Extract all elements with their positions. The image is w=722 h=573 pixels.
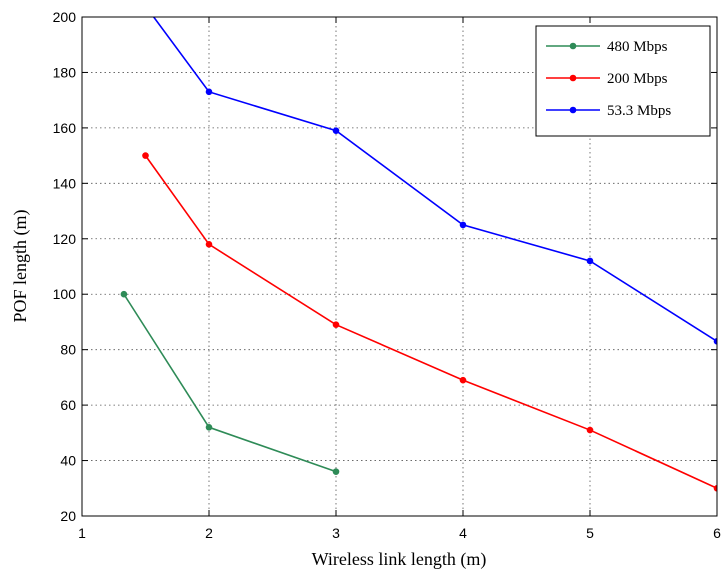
x-tick-label: 3 bbox=[332, 525, 340, 541]
data-point bbox=[205, 88, 213, 96]
data-point bbox=[332, 468, 340, 475]
legend-box bbox=[535, 25, 711, 137]
data-point bbox=[205, 423, 213, 431]
y-tick-label: 40 bbox=[60, 453, 76, 469]
data-point bbox=[205, 241, 213, 248]
legend-swatch-marker bbox=[569, 106, 577, 114]
legend-label: 53.3 Mbps bbox=[607, 103, 671, 119]
series-line bbox=[152, 17, 717, 343]
y-tick-label: 180 bbox=[53, 64, 77, 80]
series-53-3-mbps bbox=[142, 3, 717, 345]
y-tick-label: 60 bbox=[60, 397, 76, 413]
data-point bbox=[713, 338, 717, 345]
tick-labels: 1 2 3 4 5 6 20 40 60 80 100 120 140 160 180 200 bbox=[53, 9, 721, 541]
series-480-mbps bbox=[120, 290, 340, 475]
y-tick-label: 200 bbox=[53, 9, 77, 25]
plot-frame bbox=[81, 16, 718, 517]
x-tick-label: 1 bbox=[78, 525, 86, 541]
x-tick-label: 4 bbox=[459, 525, 467, 541]
legend-entry: 480 Mbps bbox=[546, 39, 668, 55]
legend-entry: 200 Mbps bbox=[546, 71, 668, 87]
data-point bbox=[459, 376, 467, 384]
legend-label: 200 Mbps bbox=[607, 71, 668, 87]
x-axis-label: Wireless link length (m) bbox=[312, 549, 487, 570]
y-axis-label: POF length (m) bbox=[10, 209, 31, 322]
x-tick-label: 6 bbox=[713, 525, 721, 541]
ticks bbox=[81, 16, 718, 517]
series-layer bbox=[120, 3, 717, 492]
data-point bbox=[586, 257, 594, 265]
data-point bbox=[142, 3, 149, 10]
data-point bbox=[586, 426, 594, 434]
data-point bbox=[459, 221, 467, 229]
y-tick-label: 100 bbox=[53, 286, 77, 302]
data-point bbox=[332, 127, 340, 134]
data-point bbox=[142, 152, 149, 159]
series-200-mbps bbox=[142, 152, 717, 492]
legend: 480 Mbps 200 Mbps 53.3 Mbps bbox=[535, 25, 711, 137]
y-tick-label: 20 bbox=[60, 508, 76, 524]
series-line bbox=[123, 293, 337, 473]
x-tick-label: 2 bbox=[205, 525, 213, 541]
y-tick-label: 120 bbox=[53, 231, 77, 247]
series-line bbox=[144, 155, 717, 490]
legend-entry: 53.3 Mbps bbox=[546, 103, 671, 119]
data-point bbox=[713, 484, 717, 492]
data-point bbox=[120, 290, 128, 298]
x-tick-label: 5 bbox=[586, 525, 594, 541]
legend-swatch-marker bbox=[569, 74, 577, 82]
data-point bbox=[332, 321, 340, 329]
legend-label: 480 Mbps bbox=[607, 39, 668, 55]
legend-swatch-marker bbox=[569, 42, 577, 50]
y-tick-label: 160 bbox=[53, 120, 77, 136]
y-tick-label: 80 bbox=[60, 342, 76, 358]
y-tick-label: 140 bbox=[53, 175, 77, 191]
